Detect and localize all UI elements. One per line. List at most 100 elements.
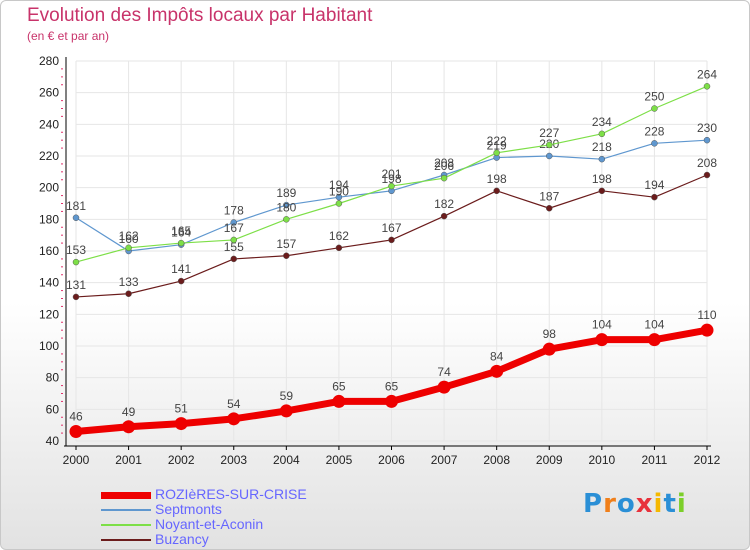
data-label: 155: [224, 240, 244, 254]
data-point: [703, 83, 711, 90]
y-tick-label: 220: [39, 149, 59, 163]
data-label: 165: [171, 224, 191, 238]
data-label: 110: [697, 308, 716, 322]
y-tick-label: 60: [46, 402, 60, 416]
x-tick-label: 2004: [273, 453, 300, 467]
data-label: 46: [69, 410, 83, 424]
data-point: [546, 152, 553, 160]
y-tick-label: 100: [39, 339, 59, 353]
data-label: 208: [697, 156, 717, 170]
legend-swatch-noyant: [101, 524, 151, 526]
data-point: [227, 412, 241, 426]
x-tick-label: 2011: [642, 453, 668, 467]
data-label: 198: [592, 172, 612, 186]
data-label: 164: [171, 226, 191, 240]
data-point: [542, 342, 556, 356]
y-tick-label: 260: [39, 86, 59, 100]
data-point: [651, 105, 658, 112]
legend-label-noyant: Noyant-et-Aconin: [155, 516, 264, 532]
data-point: [598, 187, 606, 195]
data-label: 190: [329, 185, 349, 199]
data-point: [230, 236, 237, 244]
data-label: 264: [697, 67, 717, 81]
data-label: 180: [276, 200, 296, 214]
data-label: 141: [171, 262, 191, 276]
data-point: [230, 255, 237, 263]
data-point: [230, 219, 237, 226]
logo-letter: r: [603, 489, 617, 519]
data-point: [177, 239, 185, 247]
data-point: [651, 193, 658, 201]
legend-label-rozieres: ROZIèRES-SUR-CRISE: [155, 486, 307, 502]
data-point: [335, 244, 343, 252]
data-point: [546, 141, 553, 149]
data-label: 194: [644, 178, 664, 192]
data-point: [72, 214, 80, 221]
data-label: 104: [592, 318, 612, 332]
data-label: 65: [385, 379, 399, 393]
data-point: [335, 193, 343, 201]
data-label: 160: [119, 232, 139, 246]
logo-letter: o: [616, 489, 636, 519]
data-point: [437, 380, 451, 394]
legend-label-septmonts: Septmonts: [155, 501, 222, 517]
data-label: 182: [434, 197, 454, 211]
data-point: [279, 404, 293, 418]
data-label: 162: [329, 229, 349, 243]
data-label: 208: [434, 156, 454, 170]
data-label: 187: [539, 189, 559, 203]
legend-swatch-septmonts: [101, 509, 151, 511]
data-point: [703, 171, 711, 179]
data-label: 181: [66, 199, 86, 213]
y-tick-label: 40: [46, 434, 60, 448]
data-label: 218: [592, 140, 612, 154]
data-label: 98: [543, 327, 557, 341]
chart-subtitle: (en € et par an): [27, 29, 110, 43]
data-point: [283, 216, 290, 223]
data-label: 167: [381, 221, 401, 235]
x-tick-label: 2000: [63, 453, 90, 467]
x-tick-label: 2005: [326, 453, 353, 467]
data-point: [72, 258, 80, 266]
data-point: [177, 277, 185, 285]
data-label: 153: [66, 243, 86, 257]
logo-letter: t: [663, 489, 677, 519]
y-tick-label: 140: [39, 276, 59, 290]
data-label: 65: [332, 379, 346, 393]
data-point: [125, 290, 132, 297]
x-tick-label: 2009: [536, 453, 563, 467]
data-label: 104: [644, 318, 664, 332]
data-label: 74: [437, 365, 451, 379]
y-tick-label: 180: [39, 212, 59, 226]
x-tick-label: 2010: [588, 453, 615, 467]
data-label: 219: [487, 139, 507, 153]
data-point: [283, 201, 290, 209]
logo-letter: i: [653, 489, 664, 519]
data-point: [598, 155, 606, 163]
proxiti-logo: Proxiti: [583, 489, 687, 519]
logo-letter: x: [635, 489, 654, 519]
data-label: 162: [119, 229, 139, 243]
data-label: 222: [487, 134, 507, 148]
data-label: 133: [119, 275, 139, 289]
data-point: [332, 394, 346, 408]
x-tick-label: 2003: [220, 453, 247, 467]
y-tick-label: 240: [39, 117, 59, 131]
data-point: [490, 364, 504, 378]
data-point: [595, 333, 609, 347]
x-tick-label: 2012: [694, 453, 721, 467]
y-tick-label: 280: [39, 54, 59, 68]
data-label: 157: [276, 237, 296, 251]
data-label: 49: [122, 405, 136, 419]
data-label: 250: [644, 90, 664, 104]
data-point: [125, 244, 132, 252]
data-point: [174, 417, 188, 431]
data-point: [388, 182, 395, 190]
data-label: 59: [280, 389, 294, 403]
data-label: 84: [490, 349, 504, 363]
data-point: [493, 149, 500, 157]
data-label: 234: [592, 115, 612, 129]
data-label: 54: [227, 397, 241, 411]
data-point: [72, 293, 80, 301]
